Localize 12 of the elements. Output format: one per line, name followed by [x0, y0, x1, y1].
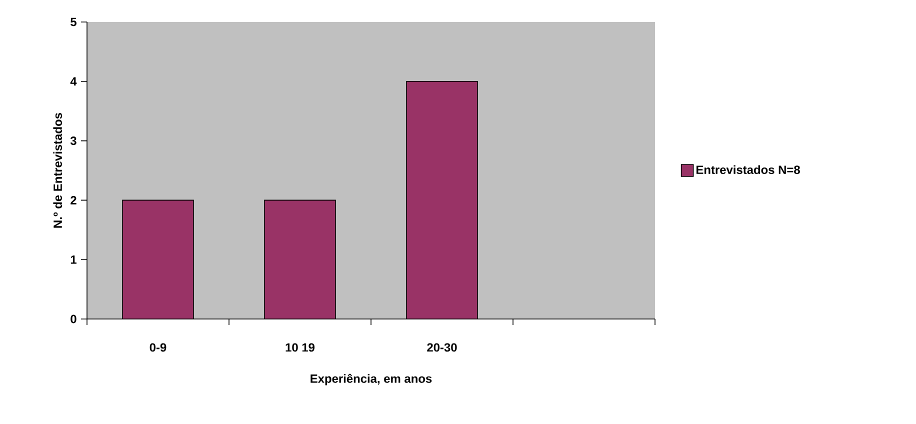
- x-tick-label: 0-9: [150, 343, 166, 352]
- y-axis-title: N.º de Entrevistados: [53, 113, 62, 228]
- x-axis-title: Experiência, em anos: [310, 374, 432, 386]
- x-tick-label: 10 19: [286, 343, 314, 352]
- y-tick-label: 2: [70, 196, 76, 204]
- y-tick-label: 5: [70, 18, 76, 26]
- y-tick-label: 0: [70, 314, 76, 324]
- y-tick-label: 1: [70, 255, 76, 264]
- y-tick-label: 3: [70, 136, 76, 146]
- x-tick-label: 20-30: [427, 343, 457, 352]
- legend-label: Entrevistados N=8: [696, 165, 800, 174]
- y-tick-label: 4: [70, 77, 77, 86]
